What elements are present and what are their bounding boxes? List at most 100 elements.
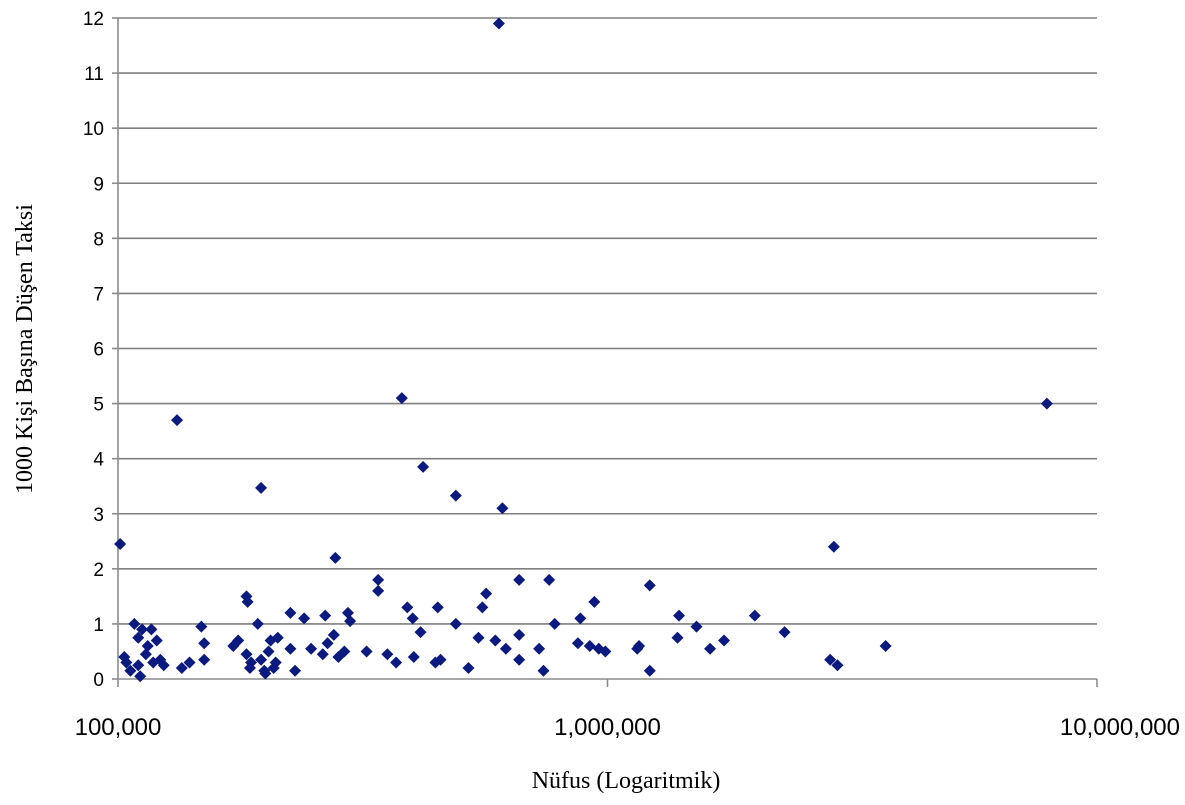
data-point (643, 579, 656, 592)
data-point (831, 659, 844, 672)
y-tick-label: 6 (93, 340, 104, 361)
data-point (548, 617, 561, 630)
y-tick-label: 9 (93, 174, 104, 195)
data-point (406, 612, 419, 625)
y-tick-label: 5 (93, 395, 104, 416)
data-point (827, 540, 840, 553)
data-point (305, 642, 318, 655)
data-point (262, 645, 275, 658)
data-point (150, 634, 163, 647)
data-point (513, 628, 526, 641)
y-tick-label: 0 (93, 670, 104, 691)
data-point (175, 661, 188, 674)
gridlines (118, 17, 1097, 625)
data-point (513, 573, 526, 586)
data-point (496, 502, 509, 515)
data-point (157, 659, 170, 672)
data-point (417, 460, 430, 473)
data-point (243, 661, 256, 674)
data-point (147, 656, 160, 669)
data-point (332, 650, 345, 663)
data-point (134, 670, 147, 683)
data-point (360, 645, 373, 658)
data-point (171, 414, 184, 427)
data-point (195, 620, 208, 633)
x-tick-label: 100,000 (75, 714, 162, 741)
data-point (344, 615, 357, 628)
data-point (136, 623, 149, 636)
data-point (599, 645, 612, 658)
data-point (329, 551, 342, 564)
data-point (198, 637, 211, 650)
y-tick-label: 10 (83, 119, 104, 140)
y-tick-label: 3 (93, 505, 104, 526)
x-tick-label: 1,000,000 (554, 714, 661, 741)
data-point (574, 612, 587, 625)
data-points (114, 17, 1053, 683)
data-point (251, 617, 264, 630)
data-point (259, 667, 272, 680)
data-point (255, 481, 268, 494)
data-point (449, 617, 462, 630)
data-point (321, 637, 334, 650)
data-point (480, 587, 493, 600)
data-point (778, 626, 791, 639)
y-tick-label: 4 (93, 450, 104, 471)
data-point (120, 656, 133, 669)
x-axis-label: Nüfus (Logaritmik) (532, 768, 721, 794)
data-point (571, 637, 584, 650)
y-axis-label: 1000 Kişi Başına Düşen Taksi (12, 204, 38, 494)
data-point (513, 653, 526, 666)
data-point (381, 648, 394, 661)
data-point (462, 661, 475, 674)
data-point (267, 661, 280, 674)
data-point (255, 653, 268, 666)
data-point (472, 631, 485, 644)
data-point (476, 601, 489, 614)
data-point (390, 656, 403, 669)
data-point (227, 639, 240, 652)
data-point (319, 609, 332, 622)
y-tick-label: 7 (93, 284, 104, 305)
data-point (414, 626, 427, 639)
data-point (198, 653, 211, 666)
y-tick-label: 1 (93, 615, 104, 636)
data-point (407, 650, 420, 663)
data-point (748, 609, 761, 622)
data-point (316, 648, 329, 661)
data-point (489, 634, 502, 647)
data-point (583, 639, 596, 652)
data-point (824, 653, 837, 666)
data-point (372, 573, 385, 586)
data-point (118, 650, 131, 663)
data-point (631, 642, 644, 655)
data-point (429, 656, 442, 669)
data-point (298, 612, 311, 625)
data-point (704, 642, 717, 655)
x-tick-label: 10,000,000 (1060, 714, 1180, 741)
data-point (128, 617, 141, 630)
data-point (241, 595, 254, 608)
data-point (145, 623, 158, 636)
data-point (431, 601, 444, 614)
data-point (284, 642, 297, 655)
data-point (372, 584, 385, 597)
data-point (395, 392, 408, 405)
data-point (449, 489, 462, 502)
y-tick-label: 11 (84, 64, 104, 85)
data-point (643, 664, 656, 677)
data-point (124, 664, 137, 677)
y-tick-label: 8 (93, 229, 104, 250)
y-tick-label: 12 (83, 9, 104, 30)
data-point (499, 642, 512, 655)
data-point (114, 538, 127, 551)
data-point (289, 664, 302, 677)
data-point (284, 606, 297, 619)
axes (112, 17, 1098, 687)
data-point (718, 634, 731, 647)
data-point (271, 631, 284, 644)
data-point (240, 648, 253, 661)
data-point (537, 664, 550, 677)
data-point (139, 648, 152, 661)
